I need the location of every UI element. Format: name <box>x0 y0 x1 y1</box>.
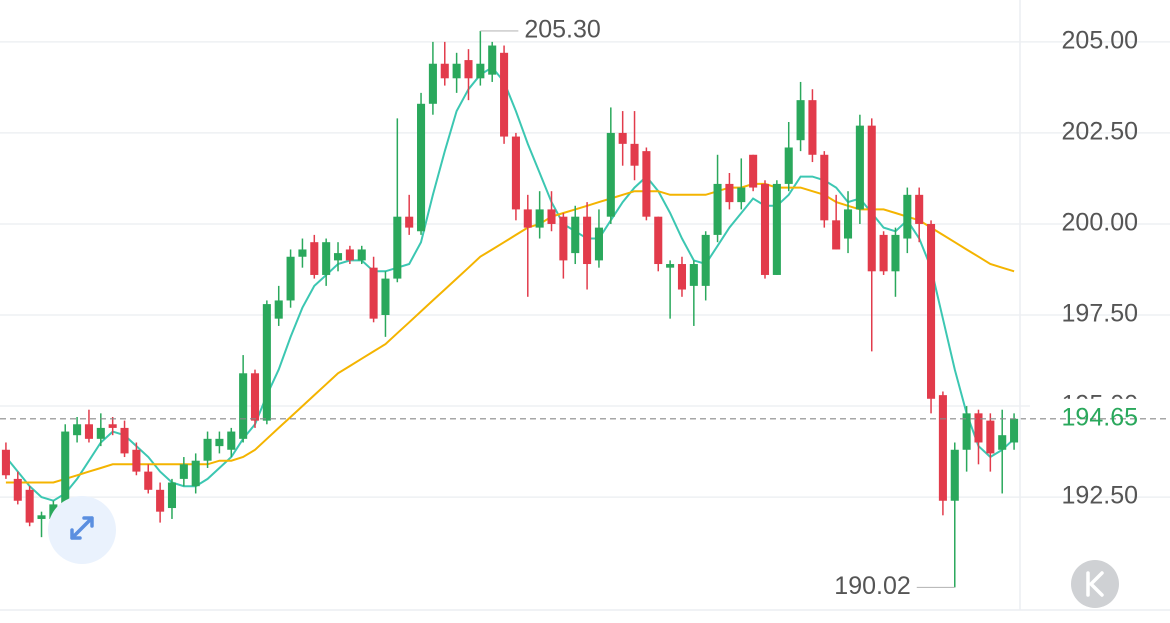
candle-body <box>677 264 687 290</box>
candle-body <box>547 209 556 224</box>
candle-body <box>452 63 461 79</box>
candle-body <box>262 304 271 421</box>
candle-body <box>571 216 580 254</box>
candle-body <box>179 464 188 479</box>
candle-body <box>440 63 449 79</box>
candle-body <box>654 216 663 265</box>
candle-body <box>405 216 414 228</box>
candle-body <box>156 489 165 512</box>
candle-body <box>464 60 473 79</box>
candle-body <box>772 183 781 275</box>
ma-line <box>5 182 1015 484</box>
candle-body <box>760 183 770 275</box>
candle-body <box>725 183 734 203</box>
candle-body <box>713 183 722 235</box>
candle-body <box>345 249 354 261</box>
candle-body <box>796 100 805 141</box>
candle-body <box>666 264 675 268</box>
candle-body <box>618 132 627 144</box>
candle-body <box>500 52 509 137</box>
candle-body <box>132 449 141 472</box>
candle-body <box>927 223 936 399</box>
candle-body <box>61 431 70 505</box>
candle-body <box>594 227 603 261</box>
candle-body <box>227 431 236 450</box>
min-label: 190.02 <box>834 572 910 600</box>
candle-body <box>701 234 710 286</box>
candle-body <box>511 136 520 210</box>
candle-body <box>96 427 105 439</box>
candle-body <box>428 63 437 104</box>
candle-body <box>250 373 260 421</box>
candle-body <box>855 125 864 210</box>
y-tick-label: 200.00 <box>1062 209 1138 237</box>
candle-body <box>879 234 888 272</box>
k-line-button[interactable] <box>1071 560 1119 608</box>
y-tick-label: 205.00 <box>1062 26 1138 54</box>
last-price-label: 194.65 <box>1062 403 1138 431</box>
candle-body <box>298 249 307 257</box>
candle-body <box>333 253 343 261</box>
candle-body <box>962 413 971 450</box>
candle-body <box>535 209 544 228</box>
candle-body <box>274 300 283 319</box>
candle-body <box>938 395 947 501</box>
candle-body <box>215 438 224 447</box>
candle-body <box>998 435 1007 450</box>
candle-body <box>120 427 129 454</box>
candle-body <box>476 63 485 79</box>
candle-body <box>915 194 924 224</box>
y-tick-label: 202.50 <box>1062 118 1138 146</box>
candle-body <box>488 45 497 75</box>
candle-body <box>559 216 568 261</box>
candle-body <box>13 478 22 501</box>
candle-body <box>784 147 793 184</box>
candle-body <box>369 267 378 319</box>
candle-body <box>357 249 366 261</box>
candle-body <box>286 256 295 301</box>
candle-body <box>381 278 390 316</box>
candle-body <box>191 460 200 487</box>
expand-button[interactable] <box>48 496 116 564</box>
candle-body <box>1 449 10 476</box>
candle-body <box>37 515 46 519</box>
candle-body <box>808 100 817 155</box>
candle-body <box>310 242 319 275</box>
candle-body <box>737 187 746 203</box>
candle-body <box>843 209 853 239</box>
y-tick-label: 192.50 <box>1062 482 1138 510</box>
candle-body <box>832 220 841 250</box>
candle-body <box>25 489 34 523</box>
candle-body <box>523 209 532 228</box>
candle-body <box>749 154 758 188</box>
candle-body <box>891 234 900 272</box>
candle-body <box>322 242 331 275</box>
candle-body <box>239 373 248 439</box>
candle-body <box>867 125 876 272</box>
candle-body <box>903 194 912 239</box>
candle-body <box>986 420 995 454</box>
candle-body <box>203 438 212 461</box>
candle-body <box>820 154 829 221</box>
candle-body <box>630 143 639 166</box>
candle-body <box>689 264 698 286</box>
candle-body <box>974 413 983 443</box>
candle-body <box>84 424 93 439</box>
candle-body <box>1010 418 1019 443</box>
candle-body <box>642 151 651 217</box>
candle-body <box>73 424 82 436</box>
max-label: 205.30 <box>524 16 600 44</box>
candle-body <box>393 216 402 279</box>
candle-body <box>606 132 615 217</box>
candle-body <box>950 449 959 501</box>
candle-body <box>108 424 117 428</box>
y-tick-label: 197.50 <box>1062 300 1138 328</box>
candle-body <box>144 471 153 490</box>
candle-body <box>167 482 177 509</box>
candle-body <box>583 216 592 265</box>
candle-body <box>417 103 426 232</box>
